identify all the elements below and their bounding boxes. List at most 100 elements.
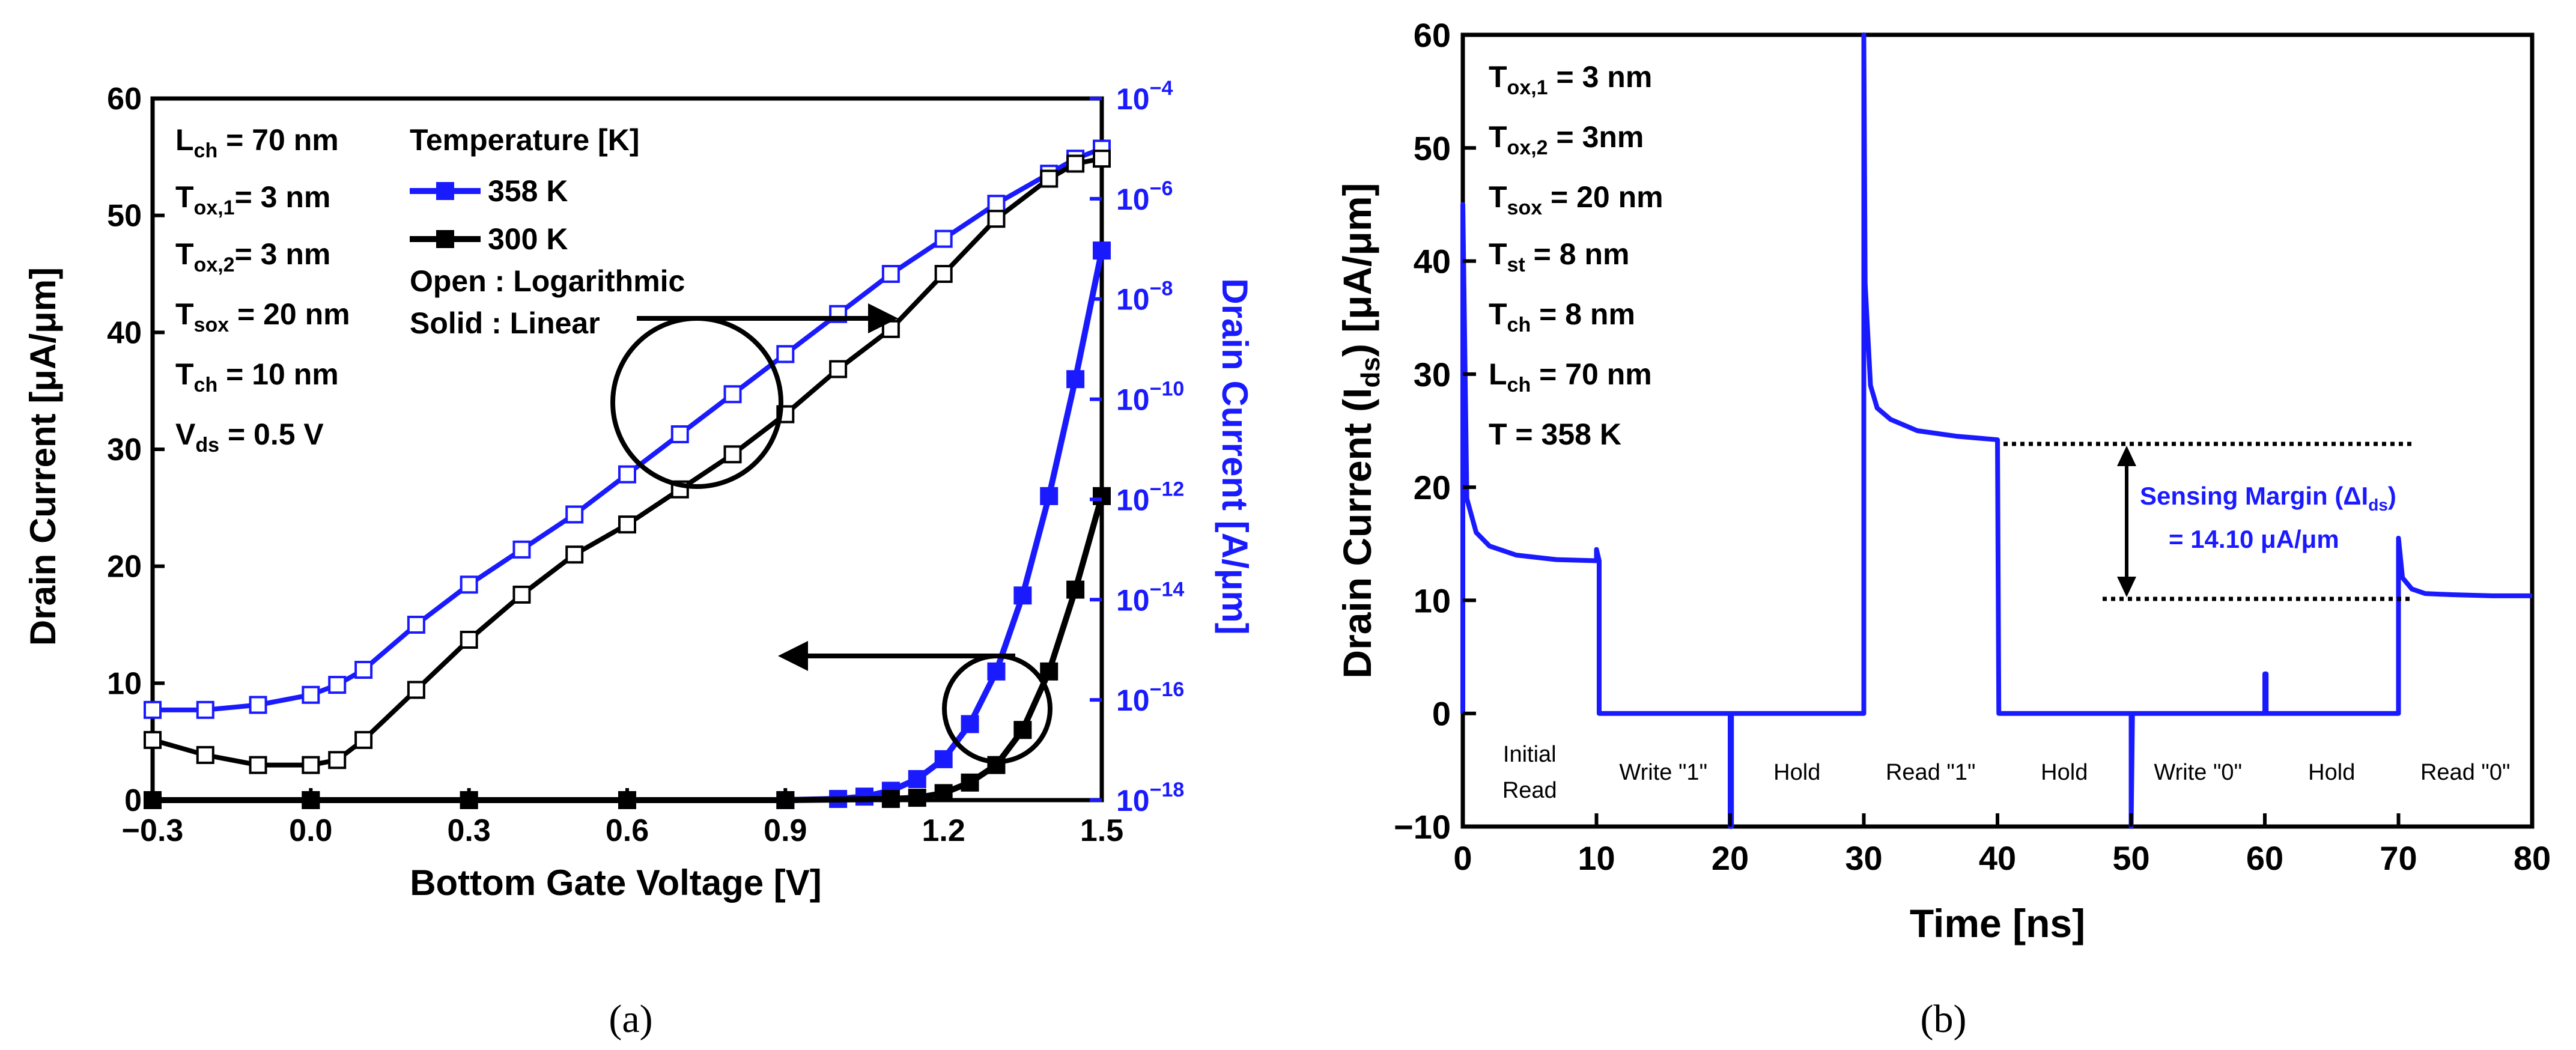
margin-arrow-top-head xyxy=(2117,446,2136,466)
b-ytick-label: 60 xyxy=(1414,16,1451,54)
series-a-0-point xyxy=(144,700,162,719)
legend-title: Temperature [K] xyxy=(410,123,639,157)
legend-note-solid: Solid : Linear xyxy=(410,306,600,340)
b-ytick-label: 10 xyxy=(1414,581,1451,619)
series-a-0-point xyxy=(460,575,478,594)
a-xtick-label: 0.6 xyxy=(606,813,649,848)
a-y2tick-label: 10−4 xyxy=(1116,77,1173,116)
param-tox1: Tox,1= 3 nm xyxy=(175,180,330,219)
panel-a-legend: Temperature [K] 358 K 300 K Open : Logar… xyxy=(410,123,685,340)
series-a-1-point xyxy=(1040,169,1059,188)
series-a-0-point xyxy=(512,540,531,559)
a-ytick-label: 10 xyxy=(107,666,142,701)
series-a-2-point xyxy=(1040,487,1059,505)
a-y2tick-label: 10−10 xyxy=(1116,378,1184,417)
a-xtick-label: 0.3 xyxy=(448,813,491,848)
b-xtick-label: 20 xyxy=(1712,839,1749,877)
series-a-2-point xyxy=(987,662,1006,681)
panel-a: −0.3 0.0 0.3 0.6 0.9 1.2 1.5 0 10 20 30 40 50 60 10−18… xyxy=(23,77,1255,1041)
a-caption: (a) xyxy=(609,997,652,1041)
b-param-lch: Lch = 70 nm xyxy=(1489,357,1652,396)
b-xtick-label: 60 xyxy=(2246,839,2283,877)
series-a-3-line xyxy=(153,495,1105,803)
b-xtick-label: 70 xyxy=(2380,839,2417,877)
series-a-1-point xyxy=(328,751,347,769)
panel-a-params: Lch = 70 nm Tox,1= 3 nm Tox,2= 3 nm Tsox… xyxy=(175,123,350,457)
b-caption: (b) xyxy=(1921,997,1967,1041)
phase-label: Initial xyxy=(1503,742,1557,767)
b-xtick-label: 40 xyxy=(1979,839,2016,877)
series-a-1-point xyxy=(723,445,742,464)
series-a-0-point xyxy=(776,345,795,363)
series-a-3-point xyxy=(1040,662,1059,681)
b-ytick-label: 50 xyxy=(1414,129,1451,167)
legend-note-open: Open : Logarithmic xyxy=(410,264,685,298)
panel-b-marks xyxy=(1460,32,2532,829)
series-a-3-point xyxy=(1066,580,1085,599)
panel-a-ticks: −0.3 0.0 0.3 0.6 0.9 1.2 1.5 0 10 20 30 40 50 60 10−18… xyxy=(107,77,1184,848)
phase-label: Read "1" xyxy=(1886,760,1976,785)
a-y2tick-label: 10−6 xyxy=(1116,177,1173,216)
b-ytick-label: −10 xyxy=(1394,808,1451,846)
a-xtick-label: −0.3 xyxy=(122,813,184,848)
phase-label: Read "0" xyxy=(2420,760,2511,785)
sensing-margin-value: = 14.10 μA/μm xyxy=(2169,525,2339,553)
b-ylabel: Drain Current (Ids) [μA/μm] xyxy=(1335,183,1385,678)
panel-a-marks xyxy=(144,139,1111,809)
param-lch: Lch = 70 nm xyxy=(175,123,339,162)
a-xtick-label: 0.0 xyxy=(289,813,332,848)
series-a-0-point xyxy=(407,616,425,634)
b-xtick-label: 10 xyxy=(1578,839,1615,877)
a-y2tick-label: 10−12 xyxy=(1116,478,1184,517)
series-a-1-point xyxy=(249,756,267,774)
legend-358-label: 358 K xyxy=(488,174,568,208)
series-a-0-point xyxy=(881,265,900,283)
param-tox2: Tox,2= 3 nm xyxy=(175,237,330,276)
arrow-right-head xyxy=(868,303,898,333)
circle-upper-annotation xyxy=(610,316,783,489)
a-xtick-label: 0.9 xyxy=(764,813,807,848)
series-a-1-point xyxy=(512,585,531,604)
series-a-1-point xyxy=(618,515,636,534)
series-a-0-point xyxy=(302,685,320,704)
a-ytick-label: 20 xyxy=(107,550,142,584)
a-ytick-label: 50 xyxy=(107,199,142,234)
b-ytick-label: 20 xyxy=(1414,469,1451,506)
series-a-0-point xyxy=(934,229,953,248)
a-ytick-label: 60 xyxy=(107,82,142,117)
series-a-1-point xyxy=(934,265,953,283)
b-param-t: T = 358 K xyxy=(1489,417,1621,451)
a-y2tick-label: 10−18 xyxy=(1116,778,1184,818)
series-a-0-point xyxy=(328,676,347,694)
a-y2tick-label: 10−8 xyxy=(1116,278,1173,317)
series-a-1-point xyxy=(354,730,373,749)
b-xlabel: Time [ns] xyxy=(1910,901,2085,945)
series-a-2-point xyxy=(961,715,979,733)
series-a-0-point xyxy=(354,661,373,679)
b-ytick-label: 0 xyxy=(1432,695,1451,733)
phase-label: Read xyxy=(1502,778,1557,803)
param-vds: Vds = 0.5 V xyxy=(175,417,324,457)
series-a-2-point xyxy=(1066,370,1085,389)
legend-358-marker xyxy=(436,182,454,200)
series-a-3-point xyxy=(1093,487,1111,505)
a-ytick-label: 40 xyxy=(107,315,142,350)
a-xlabel: Bottom Gate Voltage [V] xyxy=(410,863,822,903)
series-a-3-point xyxy=(881,790,900,809)
series-a-0-point xyxy=(670,425,689,443)
series-a-0-point xyxy=(723,385,742,404)
series-a-1-point xyxy=(829,360,848,378)
series-a-2-point xyxy=(1013,586,1032,605)
a-ylabel: Drain Current [μA/μm] xyxy=(23,267,63,646)
series-a-1-point xyxy=(565,545,584,564)
series-a-1-point xyxy=(407,681,425,699)
series-a-1-point xyxy=(302,756,320,774)
a-ytick-label: 30 xyxy=(107,432,142,467)
b-param-tox2: Tox,2 = 3nm xyxy=(1489,120,1644,159)
phase-label: Hold xyxy=(1773,760,1820,785)
arrow-left-head xyxy=(778,641,808,671)
margin-arrow-bottom-head xyxy=(2117,577,2136,597)
series-a-1-point xyxy=(196,745,214,764)
